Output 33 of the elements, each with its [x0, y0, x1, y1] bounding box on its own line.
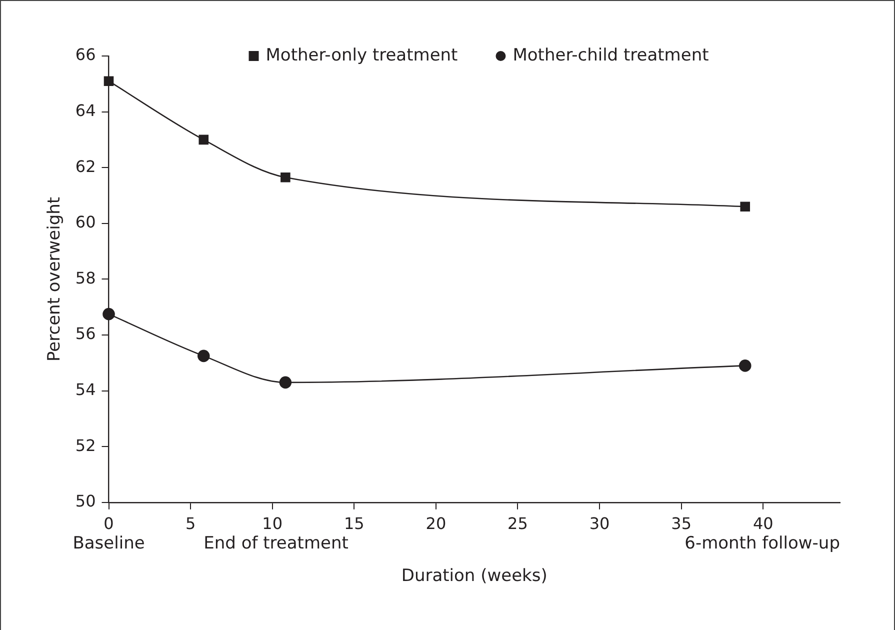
x-tick-label: 10: [262, 514, 283, 534]
x-tick-label: 30: [589, 514, 610, 534]
y-tick-label: 50: [75, 492, 96, 511]
point: [197, 350, 210, 362]
x-axis-title: Duration (weeks): [401, 566, 548, 586]
y-tick-label: 58: [75, 268, 96, 288]
y-tick-label: 64: [75, 100, 96, 120]
y-tick-label: 54: [75, 380, 96, 399]
x-tick-label: 20: [426, 514, 446, 534]
x-tick-label: 35: [671, 514, 692, 534]
y-tick-label: 56: [75, 324, 96, 344]
point: [740, 202, 750, 212]
x-tick-label: 5: [185, 514, 196, 534]
point: [280, 172, 290, 182]
text: 6-month follow-up: [684, 533, 840, 554]
x-tick-label: 25: [508, 514, 528, 534]
text: Baseline: [72, 533, 145, 554]
x-tick-label: 15: [344, 514, 364, 534]
legend-label: Mother-child treatment: [512, 45, 710, 66]
y-tick-label: 52: [75, 436, 96, 455]
text: End of treatment: [204, 533, 349, 554]
y-tick-label: 66: [75, 45, 96, 64]
x-tick-label: 40: [752, 514, 774, 534]
y-tick-label: 62: [75, 156, 96, 176]
x-tick-label: 0: [104, 514, 114, 534]
point: [104, 76, 114, 86]
y-tick-label: 60: [75, 212, 96, 232]
y-axis-title: Percent overweight: [44, 196, 65, 362]
point: [102, 308, 115, 320]
point: [198, 134, 209, 145]
point: [738, 360, 752, 372]
legend-label: Mother-only treatment: [266, 45, 458, 66]
point: [279, 376, 292, 389]
